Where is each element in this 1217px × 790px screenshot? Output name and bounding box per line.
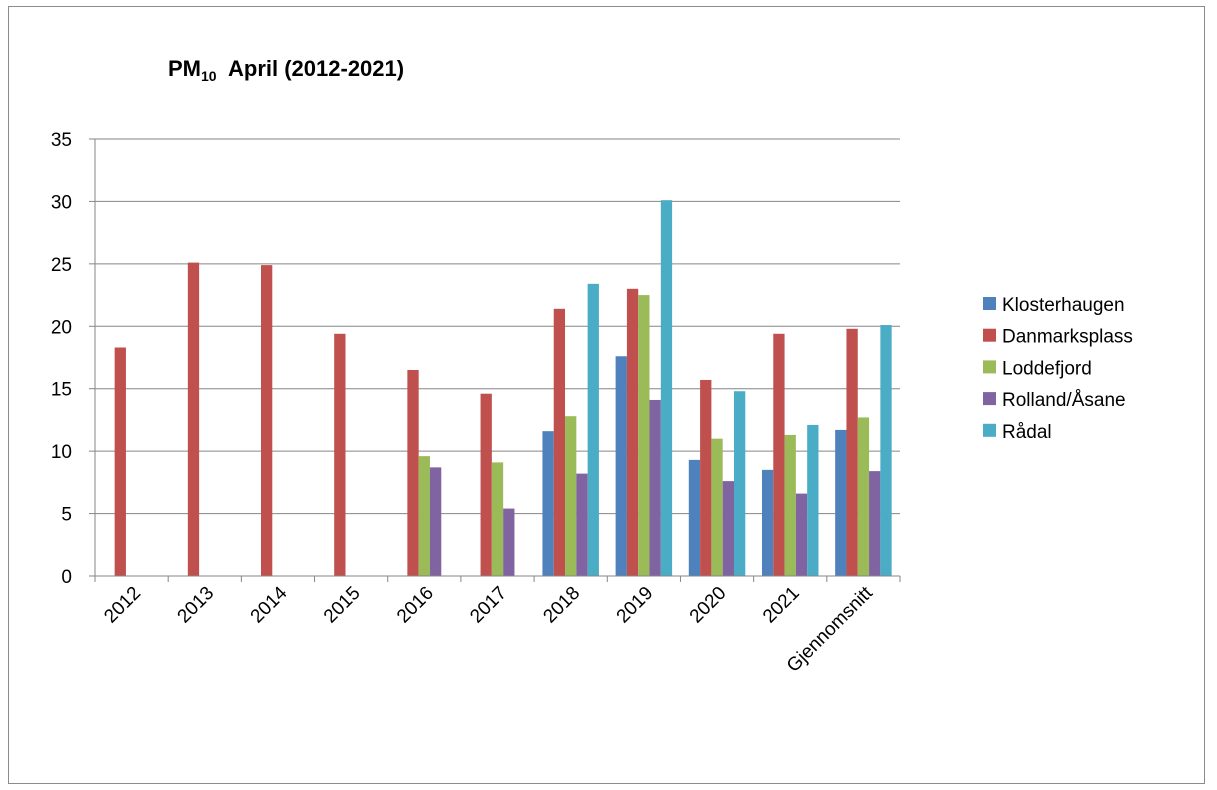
bar-danmarksplass: [700, 379, 712, 576]
legend-label: Rolland/Åsane: [1002, 390, 1126, 411]
bar-danmarksplass: [261, 265, 273, 576]
x-tick-label: 2015: [320, 583, 365, 628]
legend-label: Klosterhaugen: [1002, 295, 1125, 316]
bar-klosterhaugen: [835, 429, 847, 576]
bar-danmarksplass: [626, 288, 639, 576]
x-tick-label: 2020: [686, 583, 731, 628]
y-tick-label: 20: [51, 317, 72, 338]
bar-r-dal: [733, 391, 746, 576]
chart-frame: [8, 6, 1205, 784]
x-tick-label: 2018: [539, 583, 584, 628]
x-tick-label: 2017: [466, 583, 511, 628]
y-tick-label: 5: [61, 505, 72, 526]
chart-title-main: PM: [168, 56, 201, 81]
bar-r-dal: [587, 283, 599, 576]
bar-danmarksplass: [187, 262, 200, 576]
legend: Klosterhaugen Danmarksplass Loddefjord Roll…: [983, 295, 1133, 443]
chart-title-subscript: 10: [201, 68, 217, 84]
bar-klosterhaugen: [688, 459, 701, 576]
bar-rolland-sane: [722, 481, 734, 576]
bar-loddefjord: [711, 438, 723, 576]
chart-title-rest: April (2012-2021): [228, 56, 405, 81]
x-tick-label: 2021: [759, 583, 804, 628]
bar-loddefjord: [638, 295, 650, 576]
bar-danmarksplass: [114, 347, 126, 576]
legend-label: Rådal: [1002, 422, 1052, 443]
bar-rolland-sane: [649, 399, 661, 576]
bar-klosterhaugen: [542, 431, 554, 576]
legend-swatch: [983, 297, 996, 310]
bar-rolland-sane: [869, 471, 881, 576]
bar-r-dal: [660, 200, 673, 576]
bar-r-dal: [807, 424, 819, 576]
y-tick-label: 10: [51, 442, 72, 463]
bar-loddefjord: [418, 456, 430, 576]
legend-label: Loddefjord: [1002, 358, 1092, 379]
axes: 0 5 10 15 20 25 30 35 2012 2013 2014 2015 2016 2017 20…: [51, 130, 901, 677]
bar-loddefjord: [565, 416, 577, 576]
bar-rolland-sane: [795, 493, 808, 576]
y-tick-label: 35: [51, 130, 72, 151]
bar-danmarksplass: [773, 333, 785, 576]
y-tick-label: 25: [51, 255, 72, 276]
bar-danmarksplass: [846, 328, 858, 576]
x-tick-label: 2014: [247, 582, 292, 627]
bar-danmarksplass: [553, 308, 566, 576]
legend-swatch: [983, 328, 996, 342]
x-tick-label: 2013: [174, 583, 219, 628]
y-tick-label: 15: [51, 380, 72, 401]
x-tick-label: 2019: [613, 583, 658, 628]
bar-danmarksplass: [334, 333, 346, 576]
bar-loddefjord: [491, 462, 504, 576]
legend-swatch: [983, 360, 996, 374]
bar-r-dal: [880, 325, 892, 576]
legend-swatch: [983, 392, 996, 406]
bar-danmarksplass: [480, 393, 492, 576]
bar-rolland-sane: [429, 467, 442, 576]
bars: [114, 200, 892, 576]
y-tick-label: 30: [51, 192, 72, 213]
x-tick-label: 2016: [393, 583, 438, 628]
x-tick-label: 2012: [100, 583, 145, 628]
legend-swatch: [983, 423, 996, 437]
bar-danmarksplass: [407, 369, 419, 576]
y-tick-label: 0: [61, 567, 72, 588]
bar-loddefjord: [784, 434, 796, 576]
bar-loddefjord: [857, 417, 870, 576]
bar-klosterhaugen: [761, 469, 774, 576]
legend-label: Danmarksplass: [1002, 327, 1133, 348]
bar-rolland-sane: [576, 473, 588, 576]
bar-klosterhaugen: [615, 356, 627, 576]
bar-rolland-sane: [503, 508, 515, 576]
chart-title: PM10 April (2012-2021): [168, 56, 404, 84]
